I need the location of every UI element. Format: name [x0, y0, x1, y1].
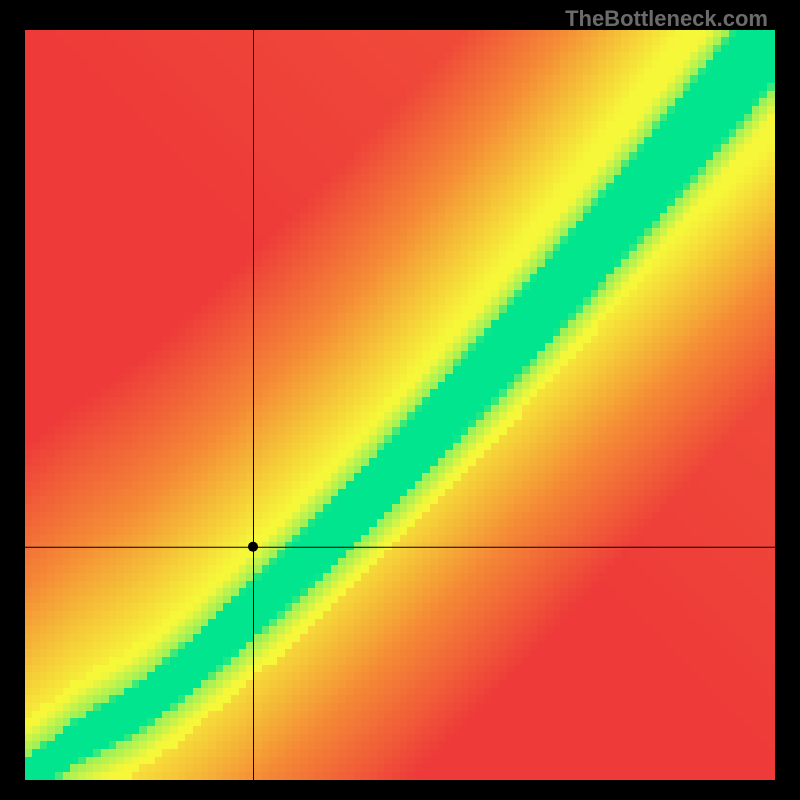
- watermark-label: TheBottleneck.com: [565, 6, 768, 32]
- chart-container: TheBottleneck.com: [0, 0, 800, 800]
- plot-area: [25, 30, 775, 780]
- heatmap-canvas: [25, 30, 775, 780]
